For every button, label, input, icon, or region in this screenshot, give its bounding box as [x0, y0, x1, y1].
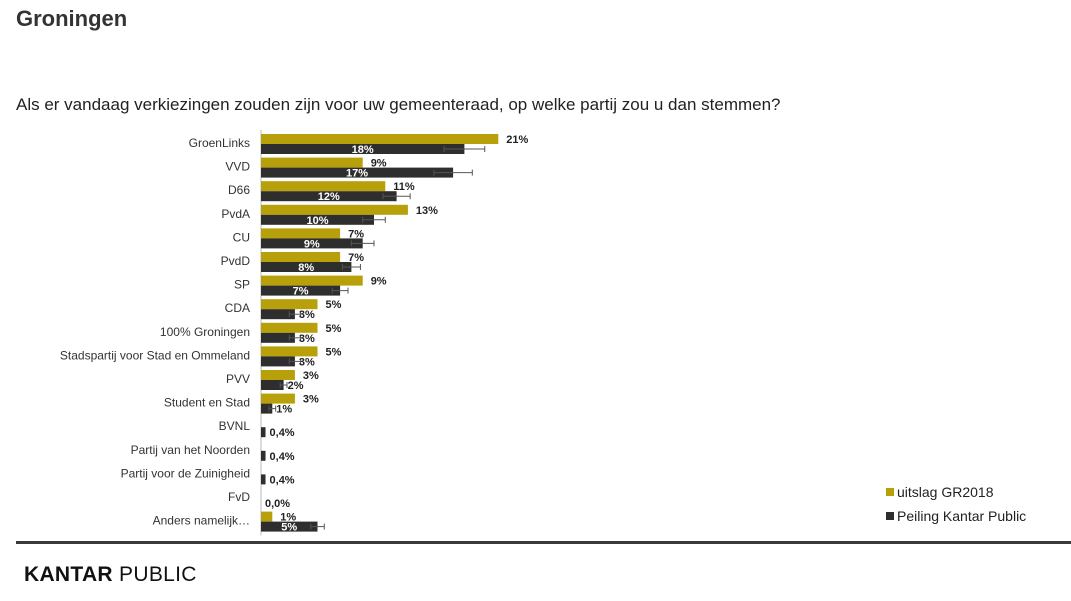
bar-peiling — [261, 427, 266, 438]
bar-uitslag — [261, 134, 499, 144]
category-label: PVV — [226, 372, 250, 386]
bar-peiling — [261, 380, 284, 390]
category-label: VVD — [225, 160, 250, 174]
category-label: PvdD — [221, 254, 251, 268]
bar-peiling — [261, 167, 454, 178]
data-label-peiling: 7% — [293, 286, 309, 298]
category-label: Student en Stad — [164, 396, 250, 410]
bar-peiling — [261, 356, 295, 367]
bar-uitslag — [261, 346, 318, 357]
category-label: 100% Groningen — [160, 325, 250, 339]
bar-peiling — [261, 332, 295, 343]
data-label-uitslag: 7% — [348, 252, 364, 264]
data-label-peiling: 5% — [281, 522, 297, 534]
legend-item-uitslag: uitslag GR2018 — [886, 480, 1026, 504]
bar-chart: GroenLinks 21%18%VVD 9%17%D66 11%12%PvdA 13%… — [60, 130, 529, 536]
bar-uitslag — [261, 322, 318, 333]
bar-peiling — [261, 309, 295, 320]
category-label: FvD — [228, 490, 250, 504]
data-label-peiling: 10% — [306, 215, 328, 227]
footer-divider — [16, 541, 1071, 544]
data-label-uitslag: 11% — [393, 181, 415, 193]
data-label-peiling: 17% — [346, 168, 368, 180]
data-label-peiling: 0,4% — [270, 451, 295, 463]
data-label-peiling: 1% — [276, 404, 292, 416]
bar-peiling — [261, 214, 374, 225]
bar-uitslag — [261, 370, 295, 380]
data-label-uitslag: 5% — [326, 346, 342, 358]
bar-peiling — [261, 450, 266, 461]
bar-uitslag — [261, 511, 273, 522]
data-label-peiling: 2% — [288, 380, 304, 392]
bar-peiling — [261, 191, 397, 202]
logo-sub: PUBLIC — [119, 563, 197, 586]
data-label-uitslag: 9% — [371, 276, 387, 288]
data-label-peiling: 3% — [299, 309, 315, 321]
data-label-uitslag: 9% — [371, 158, 387, 170]
data-label-peiling: 9% — [304, 238, 320, 250]
legend-label-peiling: Peiling Kantar Public — [897, 508, 1027, 524]
data-label-uitslag: 21% — [506, 134, 528, 146]
data-label-peiling: 12% — [318, 191, 340, 203]
data-label-peiling: 18% — [352, 144, 374, 156]
bar-uitslag — [261, 252, 341, 262]
legend-swatch-peiling — [886, 512, 894, 520]
data-label-uitslag: 7% — [348, 228, 364, 240]
bar-uitslag — [261, 204, 408, 215]
data-label-peiling: 0,4% — [270, 427, 295, 439]
category-label: CDA — [225, 301, 250, 315]
legend-swatch-uitslag — [886, 488, 894, 496]
bar-peiling — [261, 285, 341, 296]
category-label: Stadspartij voor Stad en Ommeland — [60, 348, 250, 362]
category-label: D66 — [228, 183, 250, 197]
bar-uitslag — [261, 181, 386, 192]
bar-uitslag — [261, 157, 363, 168]
logo-brand: KANTAR — [24, 563, 113, 586]
bar-peiling — [261, 262, 352, 272]
category-label: BVNL — [219, 419, 251, 433]
bar-peiling — [261, 474, 266, 485]
category-label: GroenLinks — [189, 136, 250, 150]
bar-uitslag — [261, 228, 341, 239]
category-label: Partij voor de Zuinigheid — [121, 466, 250, 480]
category-label: Anders namelijk… — [153, 514, 250, 528]
bar-uitslag — [261, 393, 295, 404]
category-label: PvdA — [221, 207, 250, 221]
category-label: Partij van het Noorden — [131, 443, 250, 457]
data-label-uitslag: 3% — [303, 394, 319, 406]
data-label-peiling: 0,0% — [265, 498, 290, 510]
data-label-peiling: 3% — [299, 356, 315, 368]
data-label-peiling: 3% — [299, 333, 315, 345]
bar-peiling — [261, 521, 318, 532]
bar-peiling — [261, 144, 465, 154]
legend-item-peiling: Peiling Kantar Public — [886, 504, 1026, 528]
bar-uitslag — [261, 299, 318, 310]
survey-question: Als er vandaag verkiezingen zouden zijn … — [16, 95, 781, 114]
category-label: CU — [233, 230, 250, 244]
bar-uitslag — [261, 275, 363, 286]
page-title: Groningen — [16, 6, 128, 31]
legend: uitslag GR2018 Peiling Kantar Public — [886, 480, 1026, 528]
data-label-uitslag: 1% — [280, 512, 296, 524]
data-label-peiling: 8% — [298, 262, 314, 274]
bar-peiling — [261, 238, 363, 249]
data-label-peiling: 0,4% — [270, 474, 295, 486]
bar-peiling — [261, 403, 273, 414]
category-label: SP — [234, 278, 250, 292]
data-label-uitslag: 5% — [326, 299, 342, 311]
legend-label-uitslag: uitslag GR2018 — [897, 484, 994, 500]
data-label-uitslag: 5% — [326, 323, 342, 335]
data-label-uitslag: 3% — [303, 370, 319, 382]
data-label-uitslag: 13% — [416, 205, 438, 217]
kantar-public-logo: KANTAR PUBLIC — [24, 563, 197, 587]
